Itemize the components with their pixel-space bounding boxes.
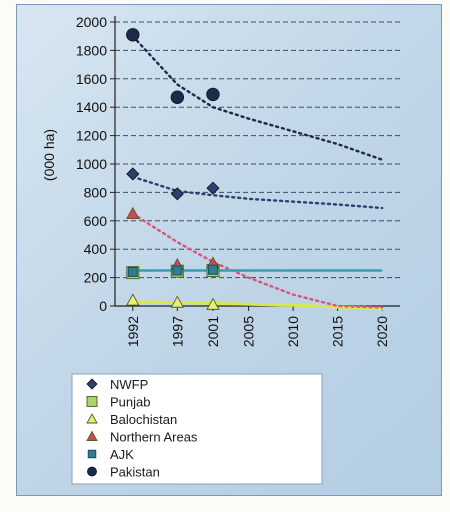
circle-icon <box>87 466 97 477</box>
legend-label-nwfp: NWFP <box>110 377 148 392</box>
square-icon <box>86 396 98 407</box>
x-tick-label: 1992 <box>125 316 141 347</box>
point-ajk <box>172 265 183 276</box>
point-nwfp <box>126 167 140 181</box>
point-pakistan <box>126 28 140 42</box>
y-tick-label: 1400 <box>76 99 107 115</box>
legend-label-balochistan: Balochistan <box>110 412 177 427</box>
x-tick-label: 1997 <box>169 316 185 347</box>
y-tick-label: 1800 <box>76 42 107 58</box>
diamond-icon <box>86 378 98 390</box>
square-small-icon <box>87 449 97 459</box>
y-tick-label: 1600 <box>76 71 107 87</box>
trendlines <box>131 35 384 311</box>
point-ajk <box>127 266 138 277</box>
point-northern-areas <box>126 206 140 219</box>
point-ajk <box>207 264 218 275</box>
y-axis-label: (000 ha) <box>41 129 57 181</box>
point-pakistan <box>170 90 185 104</box>
point-pakistan <box>206 87 220 102</box>
y-tick-label: 2000 <box>76 14 107 30</box>
trendline <box>131 35 384 161</box>
y-tick-label: 1000 <box>76 156 107 172</box>
point-nwfp <box>170 187 184 201</box>
legend: NWFP Punjab Balochistan Northern Areas AJK Pa… <box>71 373 323 485</box>
trendline <box>131 212 384 309</box>
tick-labels: 0 200 400 600 800 1000 1200 1400 1600 1800 2000 199… <box>76 14 390 347</box>
legend-label-ajk: AJK <box>110 447 134 462</box>
triangle-icon <box>86 430 98 441</box>
legend-box <box>71 373 323 485</box>
y-tick-label: 800 <box>84 184 108 200</box>
x-tick-label: 2010 <box>285 316 301 347</box>
x-tick-label: 2001 <box>205 316 221 347</box>
legend-label-pakistan: Pakistan <box>110 465 160 480</box>
y-tick-label: 1200 <box>76 128 107 144</box>
y-tick-label: 0 <box>99 298 107 314</box>
x-tick-label: 2005 <box>241 316 257 347</box>
point-balochistan <box>126 293 140 306</box>
data-points <box>126 28 220 310</box>
legend-label-punjab: Punjab <box>110 395 150 410</box>
trendline <box>131 175 384 210</box>
point-balochistan <box>170 295 185 308</box>
trendline <box>131 300 384 311</box>
x-tick-label: 2015 <box>330 316 346 347</box>
x-tick-label: 2020 <box>374 316 390 347</box>
point-balochistan <box>206 297 220 310</box>
point-nwfp <box>206 181 220 195</box>
y-tick-label: 200 <box>84 270 108 286</box>
legend-label-northern-areas: Northern Areas <box>110 430 198 445</box>
y-tick-label: 600 <box>84 213 108 229</box>
triangle-outline-icon <box>86 413 98 424</box>
y-tick-label: 400 <box>84 241 108 257</box>
